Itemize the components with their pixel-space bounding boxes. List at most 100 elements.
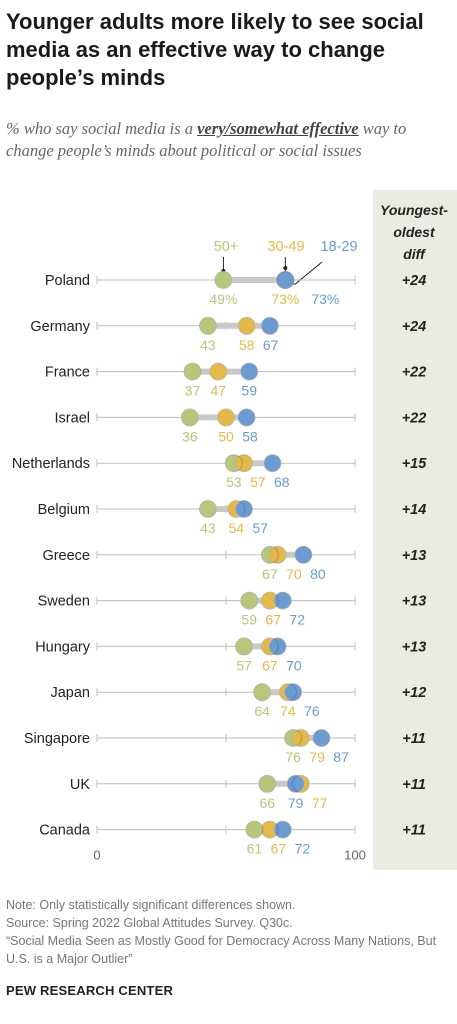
data-label-age_30_49: 50 xyxy=(218,428,234,444)
dot-outline-age_30_49 xyxy=(291,729,310,747)
data-label-age_18_29: 80 xyxy=(310,566,326,582)
dot-age_18_29 xyxy=(286,774,305,793)
dot-outline-age_30_49 xyxy=(279,683,297,702)
data-label-age_30_49: 58 xyxy=(239,337,255,353)
diff-value: +24 xyxy=(402,273,427,289)
dot-age_50plus xyxy=(240,591,259,610)
data-label-age_30_49: 73% xyxy=(271,291,299,307)
data-label-age_50plus: 43 xyxy=(200,337,216,353)
dot-age_50plus xyxy=(214,271,233,289)
dot-outline-age_50plus xyxy=(235,637,253,656)
diff-value: +11 xyxy=(402,823,426,839)
dot-outline-age_30_49 xyxy=(235,454,253,473)
data-label-age_30_49: 47 xyxy=(210,383,226,399)
dot-outline-age_18_29 xyxy=(284,683,302,702)
dot-outline-age_50plus xyxy=(258,774,277,793)
country-label: Belgium xyxy=(38,502,90,518)
diff-value: +24 xyxy=(402,319,427,335)
dot-age_30_49 xyxy=(292,729,310,747)
diff-value: +11 xyxy=(402,777,426,793)
dot-age_18_29 xyxy=(235,500,253,518)
source-line: Source: Spring 2022 Global Attitudes Sur… xyxy=(6,916,293,930)
diff-header-line: Youngest- xyxy=(380,202,448,218)
data-label-age_30_49: 54 xyxy=(229,520,245,536)
dot-outline-age_30_49 xyxy=(209,362,228,381)
data-label-age_30_49: 70 xyxy=(286,566,302,582)
dot-outline-age_50plus xyxy=(253,683,272,702)
subtitle-suffix: way to change people’s minds about polit… xyxy=(6,119,407,160)
dot-age_18_29 xyxy=(294,545,313,564)
dot-outline-age_50plus xyxy=(224,454,243,473)
legend-label-age_30_49: 30-49 xyxy=(267,239,304,255)
dot-outline-age_50plus xyxy=(260,545,279,564)
dot-age_18_29 xyxy=(276,271,295,289)
data-label-age_18_29: 76 xyxy=(304,703,320,719)
data-label-age_30_49: 67 xyxy=(271,841,287,857)
data-label-age_50plus: 36 xyxy=(182,428,198,444)
notes: Note: Only statistically significant dif… xyxy=(6,896,451,968)
country-label: Greece xyxy=(42,548,90,564)
dot-outline-age_50plus xyxy=(245,820,264,839)
data-label-age_50plus: 61 xyxy=(247,841,263,857)
diff-header-line: diff xyxy=(403,246,426,262)
diff-value: +13 xyxy=(402,594,427,610)
country-label: Singapore xyxy=(24,731,90,747)
data-label-age_18_29: 58 xyxy=(242,428,258,444)
dot-age_18_29 xyxy=(268,637,287,656)
diff-value: +22 xyxy=(402,365,427,381)
data-label-age_50plus: 64 xyxy=(254,703,270,719)
data-label-age_18_29: 57 xyxy=(253,520,269,536)
dot-outline-age_50plus xyxy=(214,271,233,289)
dot-outline-age_18_29 xyxy=(273,820,292,839)
data-label-age_50plus: 59 xyxy=(241,612,257,628)
diff-value: +13 xyxy=(402,639,427,655)
data-label-age_30_49: 67 xyxy=(262,657,278,673)
dot-outline-age_30_49 xyxy=(237,316,256,335)
dot-outline-age_50plus xyxy=(240,591,259,610)
dot-outline-age_50plus xyxy=(180,408,199,427)
x-tick-label: 100 xyxy=(344,848,366,863)
dot-age_18_29 xyxy=(237,408,256,427)
data-label-age_18_29: 72 xyxy=(289,612,305,628)
data-label-age_30_49: 74 xyxy=(280,703,296,719)
country-label: Canada xyxy=(39,823,91,839)
dot-age_30_49 xyxy=(268,545,287,564)
data-label-age_30_49: 79 xyxy=(309,749,325,765)
data-label-age_50plus: 66 xyxy=(259,795,275,811)
dot-age_50plus xyxy=(199,316,217,335)
dot-outline-age_30_49 xyxy=(291,774,310,793)
country-label: France xyxy=(45,365,90,381)
diff-value: +12 xyxy=(402,685,427,701)
dot-outline-age_50plus xyxy=(199,500,217,518)
report-title-line: “Social Media Seen as Mostly Good for De… xyxy=(6,934,437,966)
dot-age_18_29 xyxy=(273,820,292,839)
country-label: Germany xyxy=(30,319,90,335)
diff-value: +13 xyxy=(402,548,427,564)
dot-outline-age_30_49 xyxy=(217,408,235,427)
dot-outline-age_30_49 xyxy=(276,271,295,289)
subtitle-emphasis: very/somewhat effective xyxy=(197,119,359,138)
dot-outline-age_50plus xyxy=(199,316,217,335)
dot-age_50plus xyxy=(258,774,277,793)
data-label-age_50plus: 57 xyxy=(236,657,252,673)
diff-value: +15 xyxy=(402,456,428,472)
data-label-age_50plus: 49% xyxy=(209,291,237,307)
legend-label-age_50plus: 50+ xyxy=(214,239,239,255)
diff-header-line: oldest xyxy=(393,224,436,240)
data-label-age_50plus: 53 xyxy=(226,474,242,490)
dot-outline-age_30_49 xyxy=(260,637,279,656)
diff-value: +14 xyxy=(402,502,427,518)
data-label-age_18_29: 87 xyxy=(333,749,349,765)
legend-label-age_18_29: 18-29 xyxy=(320,239,357,255)
dot-age_18_29 xyxy=(240,362,259,381)
data-label-age_18_29: 59 xyxy=(241,383,257,399)
chart-title: Younger adults more likely to see social… xyxy=(6,9,424,90)
data-label-age_50plus: 37 xyxy=(185,383,201,399)
country-label: Japan xyxy=(50,685,90,701)
diff-column-background xyxy=(373,190,457,870)
dot-age_30_49 xyxy=(237,316,256,335)
data-label-age_18_29: 70 xyxy=(286,657,302,673)
diff-value: +22 xyxy=(402,410,427,426)
dot-outline-age_18_29 xyxy=(237,408,256,427)
dot-age_18_29 xyxy=(312,729,331,747)
